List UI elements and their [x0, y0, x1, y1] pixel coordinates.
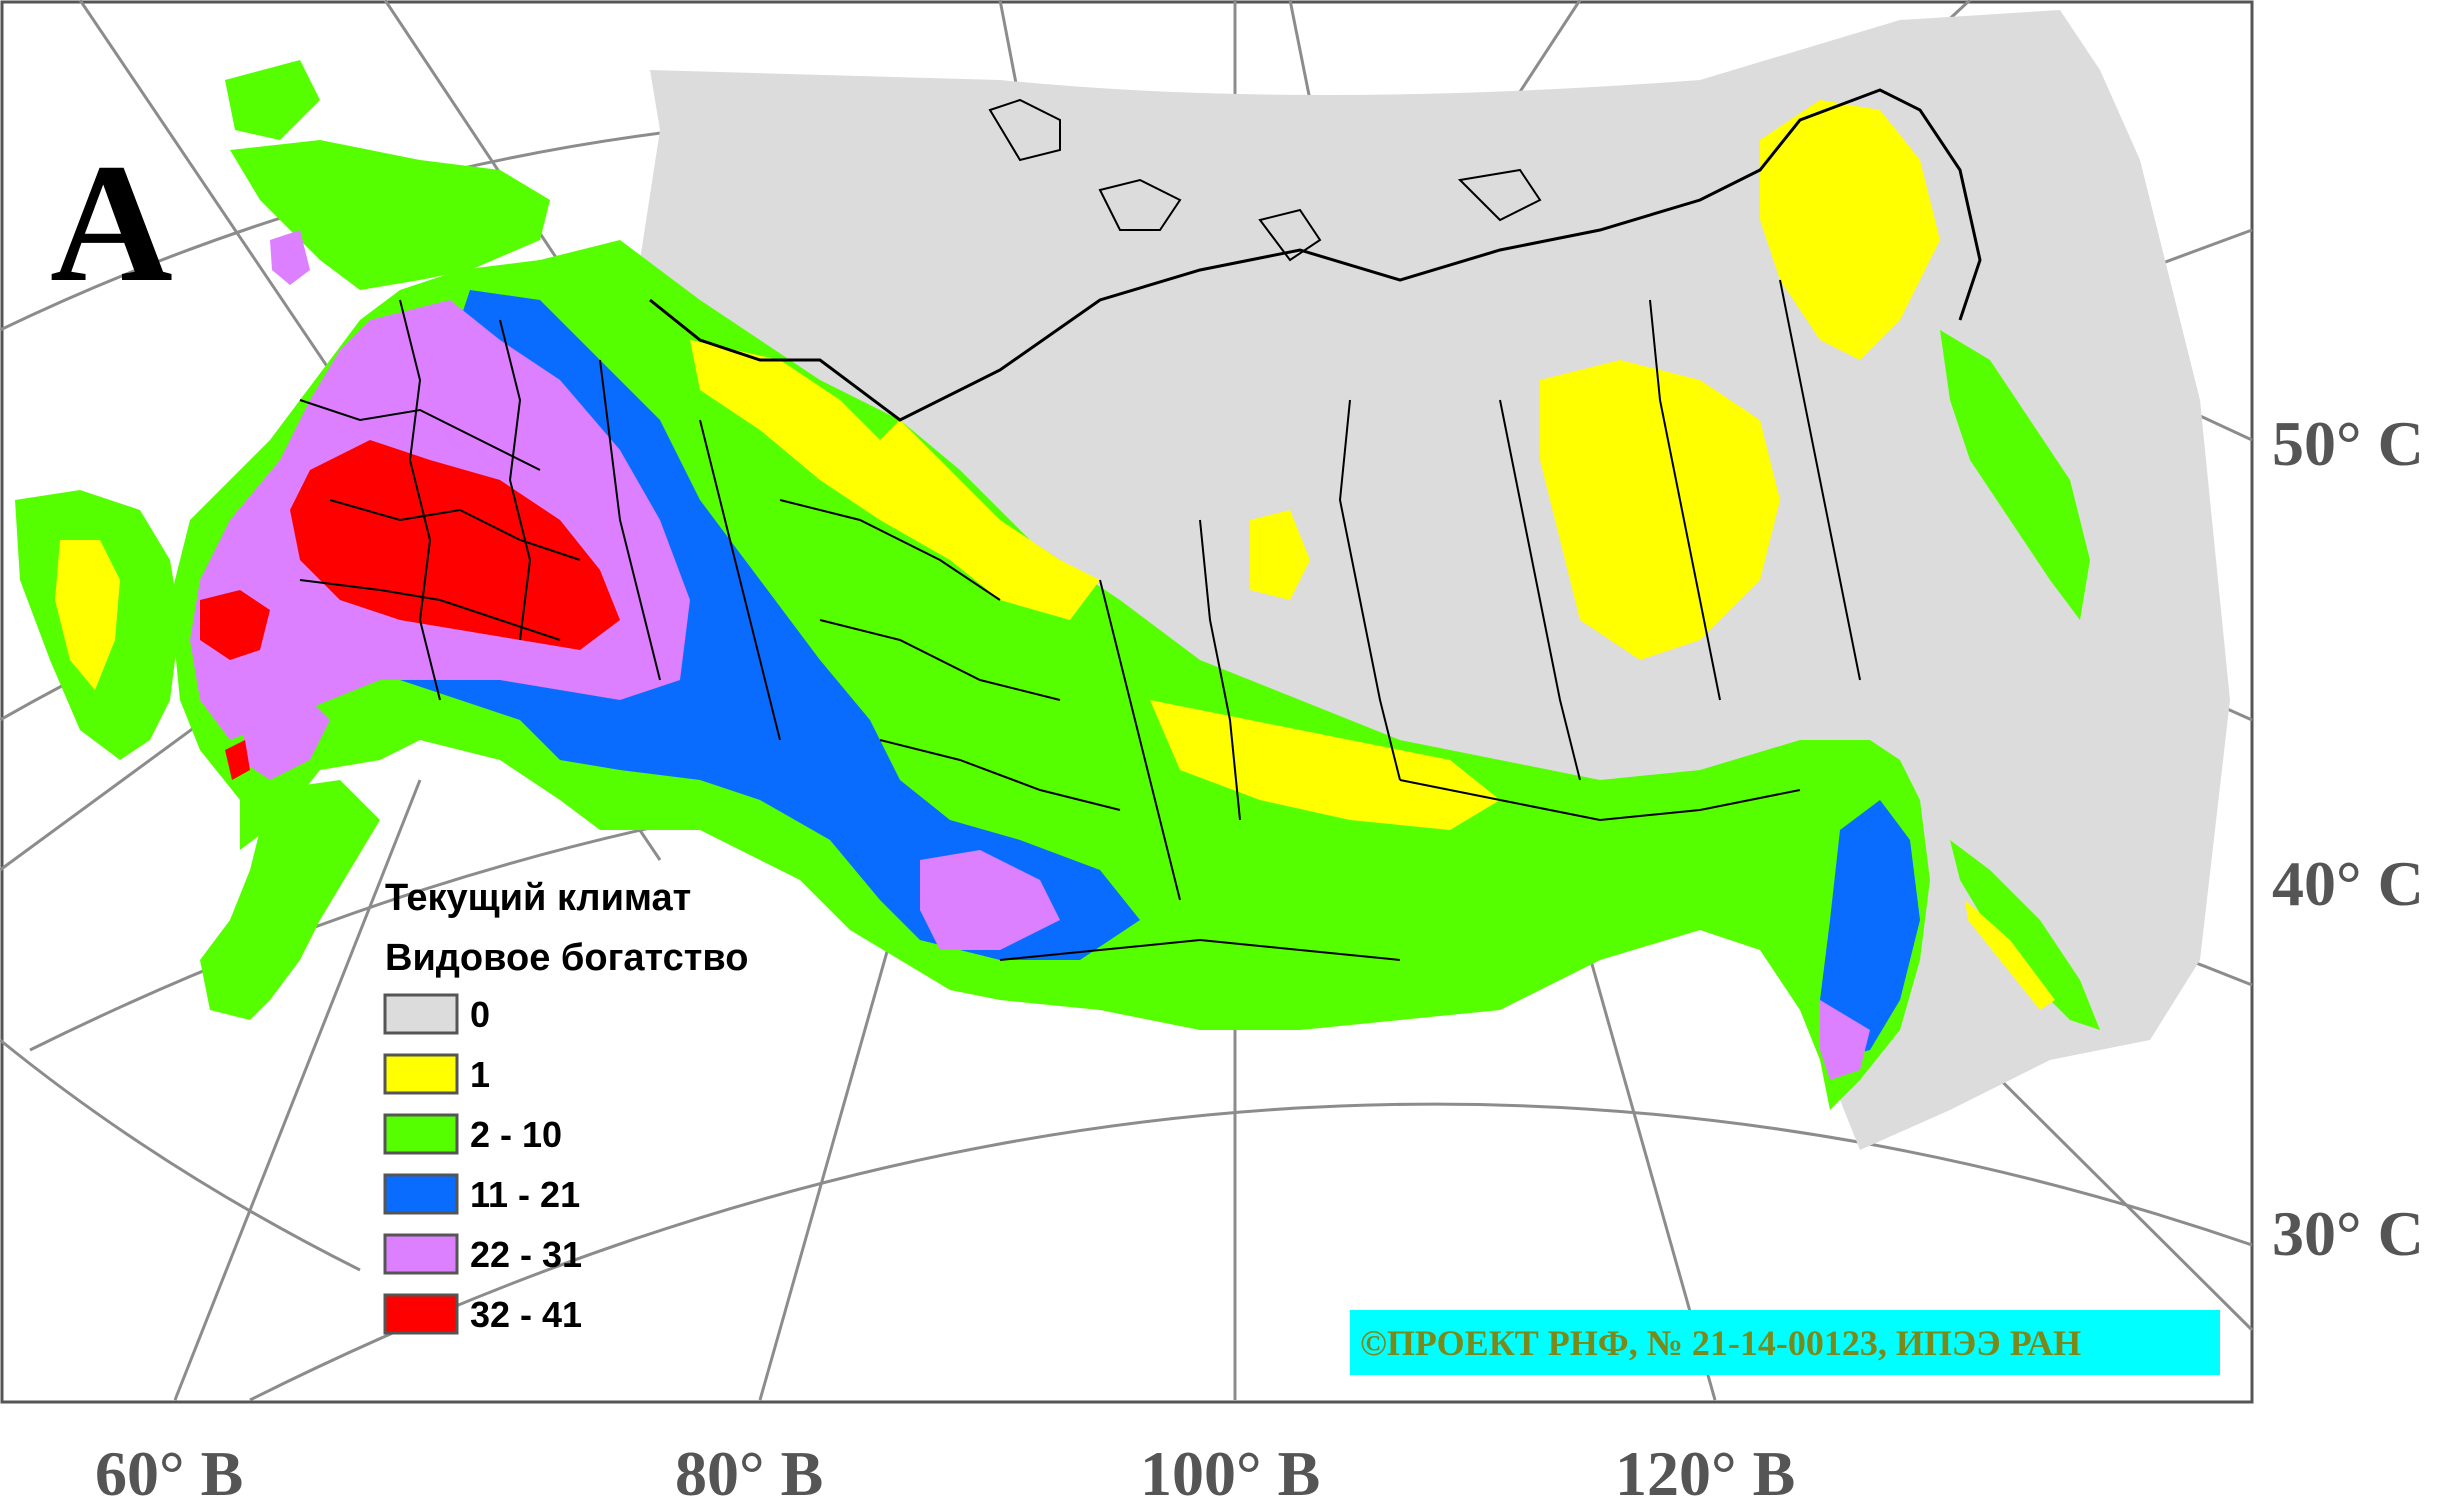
region-red-west	[200, 590, 270, 660]
legend-label: 1	[470, 1054, 490, 1095]
admin-borders	[299, 279, 1861, 961]
legend-label: 2 - 10	[470, 1114, 562, 1155]
legend-items: 0 1 2 - 10 11 - 21 22 - 31 32 - 41	[383, 993, 582, 1335]
legend-label: 0	[470, 994, 490, 1035]
region-richness-1-northeast	[1760, 100, 1940, 360]
region-red-crimea	[225, 740, 250, 780]
region-pink-caucasus	[240, 690, 330, 780]
region-richness-32-41	[290, 440, 620, 650]
coastline	[649, 88, 1982, 422]
arctic-islands	[988, 98, 1542, 262]
region-kola	[230, 140, 550, 290]
latitude-label-30: 30° С	[2272, 1198, 2424, 1269]
region-kamchatka	[1940, 330, 2090, 620]
legend-label: 22 - 31	[470, 1234, 582, 1275]
legend-swatch	[383, 1173, 459, 1215]
region-far-east-pink	[1820, 1000, 1870, 1080]
region-richness-1-east	[1540, 360, 1780, 660]
legend-swatch	[383, 1053, 459, 1095]
legend-label: 32 - 41	[470, 1294, 582, 1335]
region-richness-1-lake	[1250, 510, 1310, 600]
latitude-labels: 50° С 40° С 30° С	[2272, 408, 2424, 1269]
region-kola-pink	[270, 230, 310, 285]
legend-swatch	[383, 1293, 459, 1335]
region-richness-1-central	[1150, 700, 1500, 830]
longitude-label-120: 120° В	[1615, 1438, 1795, 1507]
legend-title-line2: Видовое богатство	[385, 937, 748, 979]
legend-swatch	[383, 993, 459, 1035]
region-novaya-zemlya-bay	[225, 60, 320, 140]
legend: Текущий климат Видовое богатство 0 1 2 - 1…	[383, 877, 748, 1335]
region-richness-1-north	[690, 340, 1100, 620]
legend-title-line1: Текущий климат	[385, 877, 691, 919]
legend-swatch	[383, 1233, 459, 1275]
region-far-east-blue	[1820, 800, 1920, 1060]
copyright-badge: ©ПРОЕКТ РНФ, № 21-14-00123, ИПЭЭ РАН	[1350, 1310, 2220, 1375]
region-west-yellow	[55, 540, 120, 690]
region-pink-south	[920, 850, 1060, 950]
panel-letter: A	[50, 129, 173, 317]
copyright-background	[1350, 1310, 2220, 1375]
longitude-labels: 60° В 80° В 100° В 120° В	[95, 1438, 1795, 1507]
longitude-label-100: 100° В	[1140, 1438, 1320, 1507]
latitude-label-40: 40° С	[2272, 848, 2424, 919]
region-caspian	[200, 780, 380, 1020]
longitude-label-60: 60° В	[95, 1438, 243, 1507]
region-sakhalin-yellow	[1965, 900, 2055, 1010]
longitude-label-80: 80° В	[675, 1438, 823, 1507]
legend-label: 11 - 21	[470, 1174, 580, 1215]
legend-swatch	[383, 1113, 459, 1155]
copyright-text: ©ПРОЕКТ РНФ, № 21-14-00123, ИПЭЭ РАН	[1360, 1323, 2081, 1363]
latitude-label-50: 50° С	[2272, 408, 2424, 479]
region-sakhalin	[1950, 840, 2100, 1030]
